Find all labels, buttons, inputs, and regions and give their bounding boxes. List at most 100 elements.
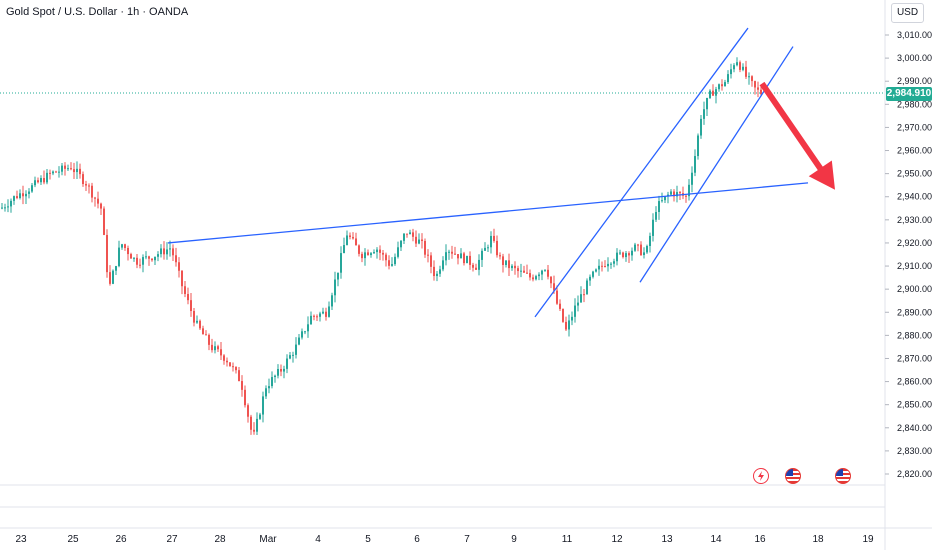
x-tick-label: 4 (315, 534, 321, 545)
candle-body (607, 263, 609, 267)
candle-body (388, 260, 390, 266)
candle-body (544, 269, 546, 271)
chart-title: Gold Spot / U.S. Dollar · 1h · OANDA (6, 6, 189, 18)
candle-body (724, 82, 726, 87)
us-flag-icon[interactable] (835, 468, 851, 484)
candle-body (370, 253, 372, 256)
candle-body (445, 252, 447, 261)
candle-body (421, 239, 423, 241)
y-tick-label: 2,990.000 (897, 76, 932, 86)
candle-body (565, 321, 567, 330)
candle-body (271, 377, 273, 387)
candle-body (733, 65, 735, 70)
candle-body (589, 276, 591, 281)
x-tick-label: 23 (15, 534, 27, 545)
candle-body (319, 313, 321, 317)
candle-body (304, 331, 306, 333)
candle-body (580, 294, 582, 303)
candle-body (625, 253, 627, 258)
candle-body (676, 192, 678, 197)
candle-body (736, 62, 738, 66)
candle-body (49, 172, 51, 174)
candle-body (649, 235, 651, 246)
candle-body (325, 311, 327, 317)
candle-body (253, 429, 255, 432)
candle-body (760, 89, 762, 95)
candle-body (106, 234, 108, 273)
candle-body (709, 90, 711, 99)
candle-body (538, 274, 540, 277)
candle-body (205, 334, 207, 336)
candle-body (178, 262, 180, 271)
x-tick-label: 28 (214, 534, 226, 545)
candle-body (748, 76, 750, 78)
y-tick-label: 2,930.000 (897, 215, 932, 225)
candle-body (229, 362, 231, 367)
candle-body (685, 195, 687, 197)
candle-body (655, 212, 657, 220)
candle-body (163, 248, 165, 255)
candle-body (274, 375, 276, 378)
candle-body (694, 156, 696, 173)
candle-body (55, 171, 57, 173)
currency-button[interactable]: USD (891, 3, 924, 23)
flash-event-icon[interactable] (753, 468, 769, 484)
candle-body (619, 252, 621, 254)
candle-body (121, 244, 123, 248)
candle-body (643, 252, 645, 256)
candle-body (556, 290, 558, 304)
candle-body (574, 305, 576, 317)
candle-body (220, 349, 222, 356)
candle-body (244, 389, 246, 406)
candle-body (4, 207, 6, 209)
forecast-arrow (759, 81, 835, 190)
candle-body (193, 311, 195, 323)
candle-body (100, 203, 102, 209)
candle-body (250, 416, 252, 430)
y-tick-label: 2,970.000 (897, 122, 932, 132)
candle-body (232, 366, 234, 368)
candle-body (463, 253, 465, 264)
candle-body (475, 267, 477, 270)
y-tick-label: 2,920.000 (897, 238, 932, 248)
candle-body (757, 87, 759, 90)
x-tick-label: 9 (511, 534, 517, 545)
candle-body (169, 248, 171, 250)
candle-body (571, 316, 573, 321)
candle-body (76, 168, 78, 173)
candle-body (322, 311, 324, 314)
candle-body (541, 270, 543, 275)
candle-body (754, 81, 756, 88)
candle-body (199, 320, 201, 329)
y-tick-label: 2,980.000 (897, 99, 932, 109)
candle-body (283, 368, 285, 372)
x-tick-label: 18 (812, 534, 824, 545)
candle-body (61, 165, 63, 172)
candle-body (238, 370, 240, 382)
candle-body (637, 244, 639, 246)
us-flag-icon[interactable] (785, 468, 801, 484)
candle-body (280, 368, 282, 372)
y-tick-label: 2,890.000 (897, 307, 932, 317)
candle-body (592, 271, 594, 277)
candle-body (610, 263, 612, 265)
candle-body (484, 247, 486, 251)
x-tick-label: Mar (259, 534, 277, 545)
candle-body (478, 259, 480, 270)
candle-body (670, 191, 672, 195)
candle-body (133, 257, 135, 259)
candle-body (508, 260, 510, 269)
candle-body (184, 286, 186, 294)
candle-body (85, 184, 87, 186)
y-tick-label: 2,850.000 (897, 400, 932, 410)
candle-body (679, 192, 681, 194)
candle-body (94, 197, 96, 199)
candle-body (433, 266, 435, 277)
candle-body (613, 261, 615, 264)
candle-body (367, 252, 369, 256)
candle-body (166, 249, 168, 255)
candle-body (349, 235, 351, 237)
candle-body (412, 232, 414, 237)
